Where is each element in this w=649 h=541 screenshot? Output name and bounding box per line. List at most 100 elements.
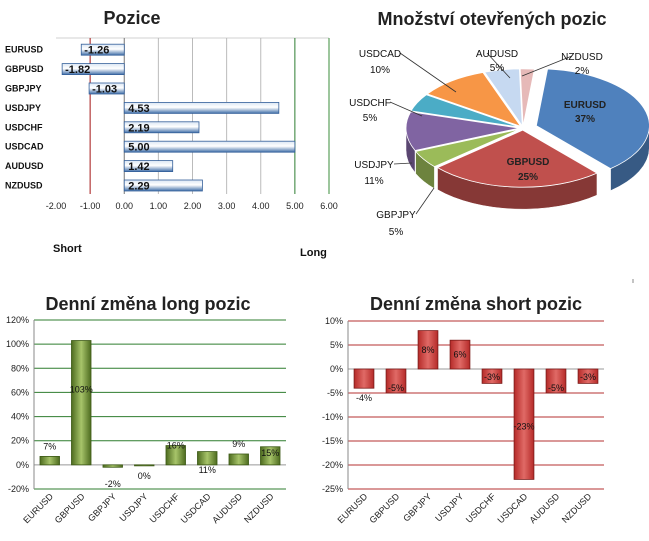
- positions-x-tick: 3.00: [218, 201, 236, 211]
- short-change-value-labels: -4% -5% 8% 6% -3% -23% -5% -3%: [356, 345, 596, 432]
- c4-category-label: GBPJPY: [401, 491, 433, 523]
- c3-value-label: 9%: [232, 439, 245, 449]
- short-change-chart: Denní změna short pozic -4% -5% 8% 6% -3% -23…: [322, 294, 604, 525]
- pie-leader-line: [521, 55, 573, 77]
- c4-bar: [417, 330, 439, 370]
- c4-category-label: NZDUSD: [560, 491, 594, 525]
- pie-label-name: USDCAD: [359, 49, 401, 60]
- positions-category-label: EURUSD: [5, 45, 44, 55]
- pie-slice: [535, 68, 649, 170]
- c4-bar: [481, 368, 503, 384]
- c4-value-label: -23%: [513, 422, 534, 432]
- positions-bar: [123, 121, 200, 134]
- c4-bar: [449, 339, 471, 370]
- c4-value-label: -4%: [356, 393, 372, 403]
- c4-category-label: AUDUSD: [527, 491, 561, 525]
- pie-label-name: USDJPY: [354, 160, 394, 171]
- c4-bar: [513, 368, 535, 480]
- pie-slice: [519, 68, 535, 126]
- positions-x-tick: 6.00: [320, 201, 338, 211]
- c3-bar: [228, 453, 249, 466]
- c3-category-label: USDCHF: [148, 491, 182, 525]
- positions-x-tick: -2.00: [46, 201, 67, 211]
- pie-label-name: GBPJPY: [376, 210, 416, 221]
- c3-bar: [134, 464, 155, 467]
- c4-bar: [545, 368, 567, 394]
- c3-category-label: AUDUSD: [210, 491, 244, 525]
- c4-value-label: -3%: [484, 372, 500, 382]
- c3-bar: [197, 451, 218, 466]
- c4-category-label: EURUSD: [335, 491, 369, 525]
- c4-category-label: USDJPY: [433, 491, 465, 523]
- short-change-bars: [353, 330, 599, 480]
- pie-slice: [426, 72, 522, 128]
- pie-leader-line: [393, 162, 413, 165]
- c3-y-tick: 60%: [11, 387, 29, 397]
- c3-category-label: USDCAD: [179, 491, 213, 525]
- c4-bar: [353, 368, 375, 389]
- positions-value-label: -1.26: [84, 45, 109, 57]
- short-label: Short: [53, 243, 82, 255]
- positions-x-ticks: -2.00 -1.00 0.00 1.00 2.00 3.00 4.00 5.00 6.00: [46, 201, 338, 211]
- positions-x-tick: -1.00: [80, 201, 101, 211]
- positions-value-label: -1.03: [92, 84, 117, 96]
- positions-value-label: 1.42: [128, 161, 149, 173]
- pie-label-value: 5%: [363, 113, 378, 124]
- positions-category-label: AUDUSD: [5, 161, 44, 171]
- c3-category-label: GBPUSD: [53, 491, 87, 525]
- c3-value-label: -2%: [105, 479, 121, 489]
- c3-bar: [165, 445, 186, 466]
- positions-chart: Pozice -1.26 -1.82-1.03 4.53 2.19 5.00 1.42 2.…: [5, 8, 338, 259]
- pie-leader-line: [399, 52, 457, 93]
- pie-label-name: GBPUSD: [507, 157, 550, 168]
- pie-label-value: 10%: [370, 65, 390, 76]
- positions-bar: [80, 43, 125, 56]
- open-positions-title: Množství otevřených pozic: [377, 9, 606, 29]
- c4-category-label: USDCAD: [495, 491, 529, 525]
- positions-value-label: 2.29: [128, 181, 149, 193]
- positions-value-labels: -1.26 -1.82-1.03 4.53 2.19 5.00 1.42 2.29: [65, 45, 150, 193]
- c4-y-tick: -20%: [322, 460, 343, 470]
- c3-value-label: 103%: [70, 384, 93, 394]
- short-change-title: Denní změna short pozic: [370, 294, 582, 314]
- positions-x-tick: 2.00: [184, 201, 202, 211]
- c4-y-tick: 10%: [325, 316, 343, 326]
- open-positions-chart: Množství otevřených pozic EURUSD 37% GBPUS…: [349, 9, 649, 238]
- positions-x-tick: 5.00: [286, 201, 304, 211]
- c3-bar: [260, 446, 281, 466]
- long-change-y-ticks: -20% 0% 20% 40% 60% 80% 100% 120%: [6, 315, 29, 494]
- positions-category-labels: EURUSD GBPUSD GBPJPY USDJPY USDCHF USDCAD AUDU…: [5, 45, 44, 191]
- c3-value-label: 0%: [138, 471, 151, 481]
- pie-label-name: AUDUSD: [476, 49, 518, 60]
- c3-value-label: 16%: [167, 441, 185, 451]
- c3-bar: [102, 464, 123, 468]
- positions-value-label: 2.19: [128, 122, 149, 134]
- positions-bar: [123, 179, 203, 192]
- positions-x-tick: 4.00: [252, 201, 270, 211]
- c3-category-label: EURUSD: [21, 491, 55, 525]
- positions-bar: [123, 140, 296, 153]
- pie-label-value: 11%: [364, 176, 383, 187]
- c3-y-tick: 40%: [11, 412, 29, 422]
- long-change-chart: Denní změna long pozic 7% 103% -2% 0% 16% 11%…: [6, 294, 286, 525]
- positions-category-label: USDJPY: [5, 103, 41, 113]
- positions-category-label: GBPJPY: [5, 84, 42, 94]
- positions-category-label: USDCHF: [5, 122, 43, 132]
- positions-category-label: GBPUSD: [5, 64, 44, 74]
- positions-bar: [123, 102, 280, 114]
- positions-value-label: 5.00: [128, 142, 149, 154]
- positions-x-tick: 0.00: [115, 201, 133, 211]
- positions-bar: [123, 160, 174, 173]
- positions-bar: [88, 82, 125, 95]
- pie-leader-line: [486, 52, 511, 79]
- positions-value-label: 4.53: [128, 103, 149, 115]
- c4-y-tick: 0%: [330, 364, 343, 374]
- c4-category-label: USDCHF: [464, 491, 498, 525]
- c4-y-tick: 5%: [330, 340, 343, 350]
- c4-value-label: -5%: [388, 383, 404, 393]
- c3-bar: [71, 340, 92, 466]
- c3-value-label: 15%: [261, 448, 279, 458]
